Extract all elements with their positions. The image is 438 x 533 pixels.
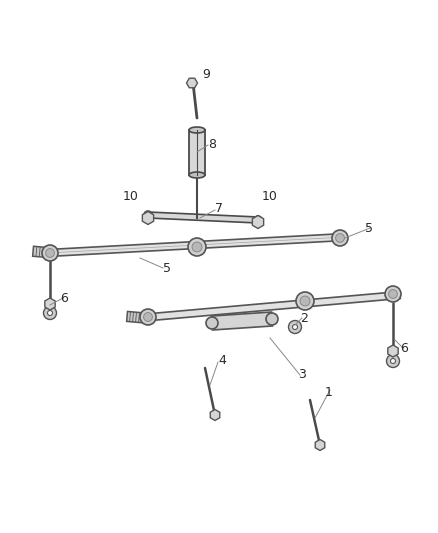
Circle shape <box>336 233 344 243</box>
Circle shape <box>144 312 152 321</box>
Circle shape <box>46 248 54 257</box>
Text: 7: 7 <box>215 201 223 214</box>
Text: 1: 1 <box>325 386 333 400</box>
Polygon shape <box>252 215 264 229</box>
Text: 6: 6 <box>60 292 68 304</box>
Circle shape <box>300 296 310 306</box>
Text: 6: 6 <box>400 342 408 354</box>
Polygon shape <box>187 78 198 88</box>
Circle shape <box>188 238 206 256</box>
Circle shape <box>296 292 314 310</box>
Text: 4: 4 <box>218 353 226 367</box>
Polygon shape <box>33 246 53 258</box>
Circle shape <box>386 354 399 367</box>
Circle shape <box>289 320 301 334</box>
Circle shape <box>206 317 218 329</box>
Circle shape <box>140 309 156 325</box>
Polygon shape <box>127 311 145 323</box>
Circle shape <box>43 306 57 319</box>
Ellipse shape <box>189 127 205 133</box>
Text: 9: 9 <box>202 69 210 82</box>
Polygon shape <box>210 409 220 421</box>
Polygon shape <box>212 312 272 330</box>
Polygon shape <box>315 440 325 450</box>
Circle shape <box>144 211 152 219</box>
Polygon shape <box>140 292 400 321</box>
Circle shape <box>389 289 397 298</box>
Polygon shape <box>142 212 154 224</box>
Circle shape <box>42 245 58 261</box>
Text: 5: 5 <box>365 222 373 235</box>
Ellipse shape <box>189 172 205 178</box>
Text: 5: 5 <box>163 262 171 274</box>
Circle shape <box>254 216 262 224</box>
Polygon shape <box>148 212 258 223</box>
Text: 2: 2 <box>300 311 308 325</box>
Polygon shape <box>189 130 205 175</box>
Circle shape <box>391 359 396 364</box>
Text: 10: 10 <box>123 190 139 204</box>
Circle shape <box>266 313 278 325</box>
Text: 8: 8 <box>208 139 216 151</box>
Circle shape <box>192 242 202 252</box>
Polygon shape <box>45 298 55 310</box>
Polygon shape <box>48 233 345 256</box>
Polygon shape <box>388 345 398 357</box>
Circle shape <box>47 311 53 316</box>
Text: 3: 3 <box>298 368 306 382</box>
Text: 10: 10 <box>262 190 278 204</box>
Circle shape <box>293 325 297 329</box>
Circle shape <box>332 230 348 246</box>
Circle shape <box>385 286 401 302</box>
